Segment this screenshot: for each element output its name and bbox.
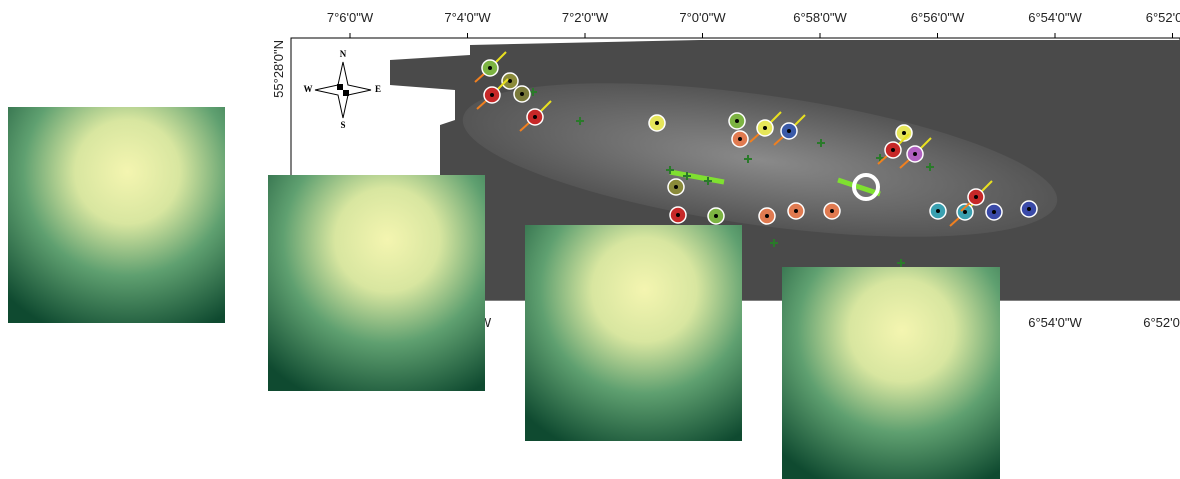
station-dot xyxy=(676,213,680,217)
compass-n: N xyxy=(340,49,347,59)
lat-label: 55°28'0"N xyxy=(271,40,286,98)
station-dot xyxy=(963,210,967,214)
station-dot xyxy=(735,119,739,123)
compass-w: W xyxy=(304,84,313,94)
station-dot xyxy=(508,79,512,83)
station-dot xyxy=(714,214,718,218)
station-dot xyxy=(913,152,917,156)
photo xyxy=(8,107,225,323)
photo xyxy=(525,225,742,441)
top-label: 6°56'0"W xyxy=(911,10,965,25)
station-dot xyxy=(891,148,895,152)
station-dot xyxy=(794,209,798,213)
compass-center xyxy=(343,90,349,96)
station-dot xyxy=(655,121,659,125)
station-dot xyxy=(902,131,906,135)
photo xyxy=(268,175,485,391)
photo xyxy=(782,267,1000,479)
station-dot xyxy=(936,209,940,213)
station-dot xyxy=(765,214,769,218)
top-label: 7°6'0"W xyxy=(327,10,374,25)
station-dot xyxy=(1027,207,1031,211)
top-label: 6°54'0"W xyxy=(1028,10,1082,25)
station-dot xyxy=(490,93,494,97)
top-labels: 7°6'0"W 7°4'0"W 7°2'0"W 7°0'0"W 6°58'0"W 6°56… xyxy=(327,10,1180,38)
station-dot xyxy=(830,209,834,213)
top-label: 7°2'0"W xyxy=(562,10,609,25)
page: {"map": { "top_labels": ["7°6'0\"W", "7°… xyxy=(0,0,1180,479)
station-dot xyxy=(488,66,492,70)
station-dot xyxy=(974,195,978,199)
station-dot xyxy=(763,126,767,130)
station-dot xyxy=(738,137,742,141)
compass-s: S xyxy=(340,120,345,130)
compass-center xyxy=(337,84,343,90)
station-dot xyxy=(674,185,678,189)
top-label: 7°0'0"W xyxy=(679,10,726,25)
station-dot xyxy=(992,210,996,214)
top-label: 6°52'0"W xyxy=(1146,10,1180,25)
bottom-label: 6°54'0"W xyxy=(1028,315,1082,330)
station-dot xyxy=(520,92,524,96)
figure: N S E W 55°28'0"N 7°4'0"W 6°54'0"W 6°52'0"… xyxy=(0,0,1180,479)
bottom-label: 6°52'0"W xyxy=(1143,315,1180,330)
top-label: 7°4'0"W xyxy=(444,10,491,25)
station-dot xyxy=(787,129,791,133)
compass-e: E xyxy=(375,84,381,94)
top-label: 6°58'0"W xyxy=(793,10,847,25)
station-dot xyxy=(533,115,537,119)
